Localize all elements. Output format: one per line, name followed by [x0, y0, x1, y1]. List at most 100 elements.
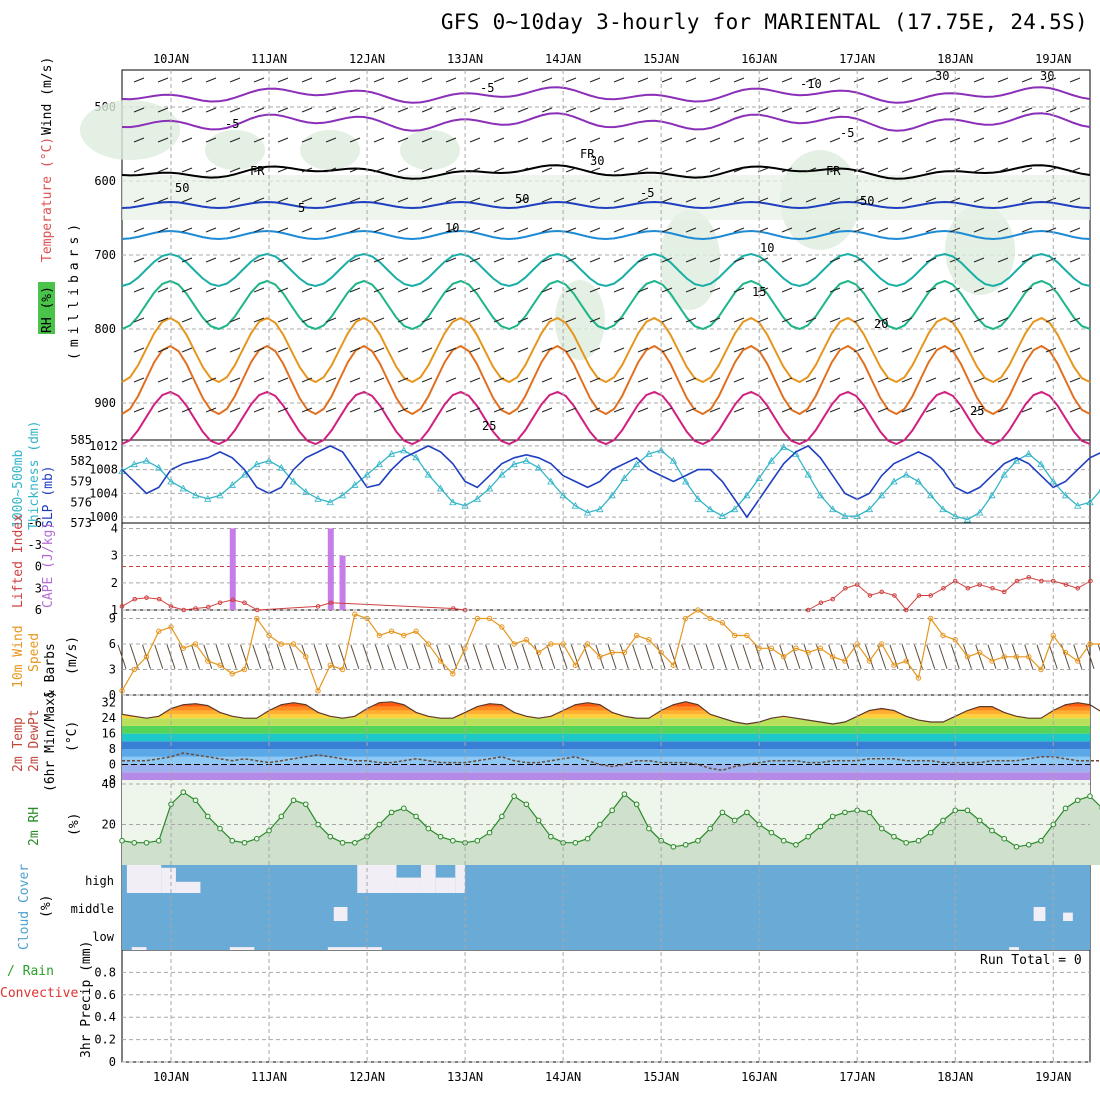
- wind-barb: [853, 317, 865, 323]
- wind-barb: [973, 377, 985, 383]
- wind-barb-10m: [681, 644, 691, 669]
- wind-barb: [133, 347, 145, 353]
- wind-barb: [205, 167, 217, 173]
- rh-point: [940, 817, 946, 824]
- wind-barb: [397, 77, 409, 83]
- wind-barb: [517, 287, 529, 293]
- wind-barb: [709, 347, 721, 353]
- wind-barb: [181, 347, 193, 353]
- thickness-point: [204, 494, 212, 502]
- wind-barb: [757, 377, 769, 383]
- wind-speed-point: [805, 649, 811, 656]
- wind-barb: [949, 227, 961, 233]
- wind-barb: [469, 377, 481, 383]
- rh-point: [548, 833, 554, 840]
- rh-point: [633, 801, 640, 808]
- slp-tick-1008: 1008: [89, 463, 118, 477]
- wind-barb: [325, 317, 337, 323]
- wind-barb: [1069, 347, 1081, 353]
- wind-barb: [1045, 107, 1057, 113]
- wind-barb: [1045, 167, 1057, 173]
- top-date-19JAN: 19JAN: [1035, 52, 1071, 66]
- wind-speed-point: [609, 649, 615, 656]
- wind-barb-10m: [546, 644, 556, 669]
- slp-tick-1012: 1012: [89, 439, 118, 453]
- cape-bar: [339, 555, 346, 610]
- wind-barb: [1045, 347, 1057, 353]
- wind-barb-10m: [742, 644, 752, 669]
- lifted-index-point: [903, 607, 909, 613]
- wind-barb: [349, 197, 361, 203]
- wind-barb: [973, 227, 985, 233]
- wind-speed-point: [413, 628, 419, 634]
- wind-barb: [493, 227, 505, 233]
- thickness-tick-579: 579: [70, 475, 92, 489]
- wind-barb-10m: [852, 644, 862, 669]
- wind-barb: [637, 407, 649, 413]
- thickness-point: [902, 470, 910, 478]
- wind-barb: [613, 227, 625, 233]
- wind-barb: [925, 287, 937, 293]
- lifted-index-line: [121, 597, 466, 611]
- wind-barb: [829, 107, 841, 113]
- thickness-tick-585: 585: [70, 433, 92, 447]
- wind-barb-10m: [411, 644, 421, 669]
- rh-shade: [945, 205, 1015, 295]
- contour-label: 25: [970, 404, 984, 418]
- wind-barb-10m: [938, 644, 948, 669]
- wind-barb: [925, 77, 937, 83]
- wind-speed-point: [1062, 649, 1069, 656]
- wind-barb: [397, 137, 409, 143]
- precip-tick-0.2: 0.2: [94, 1033, 116, 1047]
- wind-barb: [421, 77, 433, 83]
- rh-point: [376, 821, 383, 828]
- wind-barb: [229, 227, 241, 233]
- wind-barb: [781, 287, 793, 293]
- rh-point: [1013, 843, 1020, 850]
- wind-barb: [925, 257, 937, 263]
- wind-barb: [541, 107, 553, 113]
- rh-point: [253, 835, 260, 842]
- wind-barb: [397, 317, 409, 323]
- upper-rh-label: RH (%): [40, 286, 55, 333]
- top-date-10JAN: 10JAN: [153, 52, 189, 66]
- temp-band: [122, 772, 1090, 780]
- bottom-date-15JAN: 15JAN: [643, 1070, 679, 1084]
- bottom-date-labels: 10JAN 11JAN 12JAN 13JAN 14JAN 15JAN 16JAN 17JAN…: [153, 1070, 1071, 1084]
- wind-barb: [229, 407, 241, 413]
- cape-tick-2: 2: [111, 576, 118, 590]
- rh-point: [413, 813, 419, 820]
- thickness-point: [779, 443, 788, 450]
- wind-speed-point: [205, 658, 211, 664]
- wind-barb: [637, 317, 649, 323]
- wind-barb: [157, 317, 169, 323]
- wind-barb: [469, 167, 481, 173]
- wind-barb: [229, 167, 241, 173]
- wind-barb: [325, 137, 337, 143]
- wind-barb: [253, 257, 265, 263]
- cloud-segment: [1033, 907, 1046, 921]
- wind-speed-point: [339, 666, 346, 673]
- cloud-segment: [333, 907, 348, 921]
- wind-barb: [829, 347, 841, 353]
- wind-barb: [805, 107, 817, 113]
- wind-barb: [1021, 317, 1033, 323]
- thickness-point: [1037, 460, 1045, 468]
- wind-barb: [805, 257, 817, 263]
- wind-speed-point: [241, 666, 248, 673]
- lifted-index-point: [928, 593, 934, 598]
- wind-barb: [709, 197, 721, 203]
- wind-barb: [301, 407, 313, 413]
- wind-barb: [613, 347, 625, 353]
- wind-speed-point: [523, 637, 530, 643]
- wind-barb: [1045, 77, 1057, 83]
- wind-barb: [925, 197, 937, 203]
- wind-barb-10m: [129, 644, 139, 669]
- wind-barb: [877, 317, 889, 323]
- wind-barb: [1069, 107, 1081, 113]
- wind-speed-point: [376, 632, 383, 639]
- wind-barb: [877, 77, 889, 83]
- wind-barb: [733, 197, 745, 203]
- thickness-point: [387, 449, 396, 457]
- thickness-point: [240, 470, 249, 478]
